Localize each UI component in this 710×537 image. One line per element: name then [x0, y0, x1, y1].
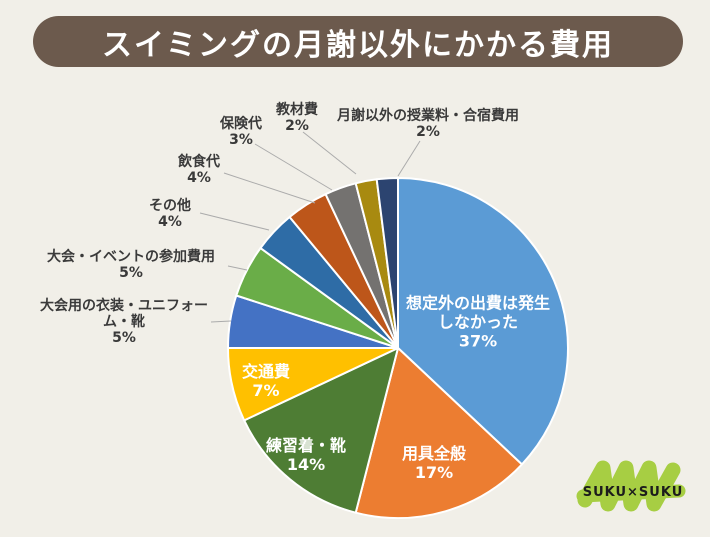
- slice-label-pct: 2%: [285, 118, 309, 134]
- slice-label-10: 月謝以外の授業料・合宿費用 2%: [337, 108, 519, 140]
- pie-slice-2: [243, 347, 399, 514]
- slice-label-pct: 17%: [414, 463, 454, 482]
- slice-label-9: 教材費 2%: [276, 102, 318, 134]
- slice-label-text: 想定外の出費は発生: [405, 293, 551, 313]
- slice-label-text: 教材費: [276, 102, 318, 118]
- slice-label-pct: 14%: [286, 455, 326, 474]
- slice-label-text: 大会用の衣装・ユニフォー: [40, 298, 208, 314]
- leader-line-6: [199, 212, 270, 231]
- slice-label-text: しなかった: [437, 312, 519, 332]
- slice-label-0: 想定外の出費は発生 しなかった 37%: [406, 294, 550, 351]
- slice-label-4: 大会用の衣装・ユニフォー ム・靴 5%: [40, 298, 208, 346]
- slice-label-3: 交通費 7%: [242, 362, 290, 400]
- slice-label-text: 練習着・靴: [265, 436, 347, 455]
- slice-label-text: 交通費: [241, 362, 291, 381]
- leader-line-8: [254, 143, 333, 191]
- page-title: スイミングの月謝以外にかかる費用: [102, 27, 614, 63]
- title-bar: スイミングの月謝以外にかかる費用: [33, 16, 683, 67]
- slice-label-6: その他 4%: [149, 198, 191, 230]
- logo-text: SUKU×SUKU: [582, 485, 684, 500]
- leader-line-10: [397, 140, 421, 177]
- pie-slice-0: [397, 177, 570, 466]
- slice-label-8: 保険代 3%: [220, 116, 262, 148]
- slice-label-text: 大会・イベントの参加費用: [47, 249, 215, 265]
- slice-label-text: 月謝以外の授業料・合宿費用: [337, 108, 519, 124]
- slice-label-1: 用具全般 17%: [402, 444, 466, 482]
- leader-line-5: [227, 265, 248, 271]
- slice-label-text: 用具全般: [401, 444, 467, 463]
- slice-label-text: 飲食代: [178, 154, 220, 170]
- slice-label-pct: 2%: [416, 124, 440, 140]
- slice-label-text: 保険代: [220, 116, 262, 132]
- leader-line-4: [210, 320, 232, 323]
- suku-suku-logo: SUKU×SUKU: [573, 456, 693, 520]
- slice-label-text: ム・靴: [103, 314, 145, 330]
- leader-line-9: [302, 131, 357, 175]
- slice-label-pct: 4%: [158, 214, 182, 230]
- pie-slice-1: [354, 347, 523, 520]
- leader-line-7: [223, 172, 316, 204]
- slice-label-7: 飲食代 4%: [178, 154, 220, 186]
- slice-label-pct: 7%: [252, 381, 280, 400]
- pie-slice-10: [375, 176, 399, 349]
- slice-label-pct: 4%: [187, 170, 211, 186]
- slice-label-pct: 3%: [229, 132, 253, 148]
- slice-label-pct: 37%: [458, 331, 498, 351]
- slice-label-5: 大会・イベントの参加費用 5%: [47, 249, 215, 281]
- slice-label-text: その他: [149, 198, 191, 214]
- logo-scribble-icon: [576, 460, 686, 512]
- slice-label-pct: 5%: [119, 265, 143, 281]
- slice-label-pct: 5%: [112, 330, 136, 346]
- slice-label-2: 練習着・靴 14%: [266, 436, 346, 474]
